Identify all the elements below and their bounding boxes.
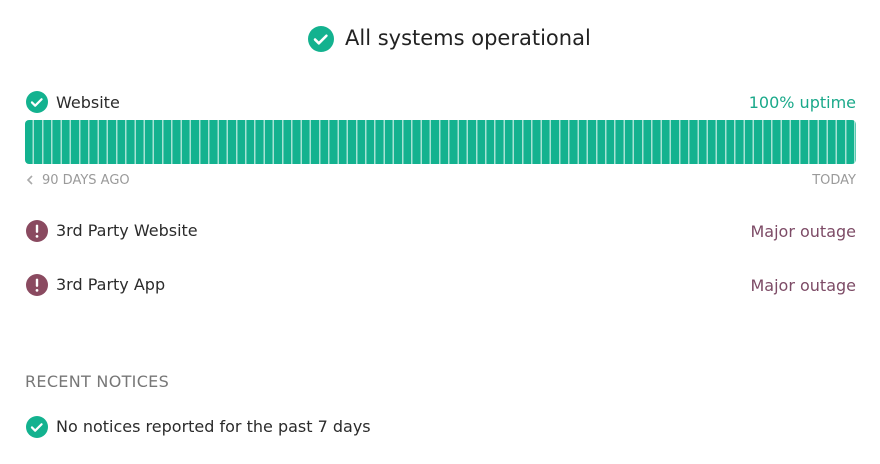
- ok-icon: [26, 91, 48, 113]
- component-status: 100% uptime: [748, 93, 856, 112]
- notice-message: No notices reported for the past 7 days: [56, 417, 371, 436]
- ok-icon: [308, 26, 334, 52]
- component-name: 3rd Party Website: [56, 221, 198, 240]
- component-name: 3rd Party App: [56, 275, 166, 294]
- outage-icon: [26, 274, 48, 296]
- page-title: All systems operational: [345, 26, 591, 50]
- outage-icon: [26, 220, 48, 242]
- component-status: Major outage: [750, 222, 856, 241]
- component-name: Website: [56, 93, 120, 112]
- notices-heading: RECENT NOTICES: [25, 372, 170, 391]
- chevron-left: [26, 175, 33, 185]
- uptime-bar[interactable]: [25, 120, 856, 164]
- component-status: Major outage: [750, 276, 856, 295]
- ok-icon: [26, 416, 48, 438]
- range-start: 90 DAYS AGO: [42, 173, 130, 188]
- range-end: TODAY: [812, 173, 856, 188]
